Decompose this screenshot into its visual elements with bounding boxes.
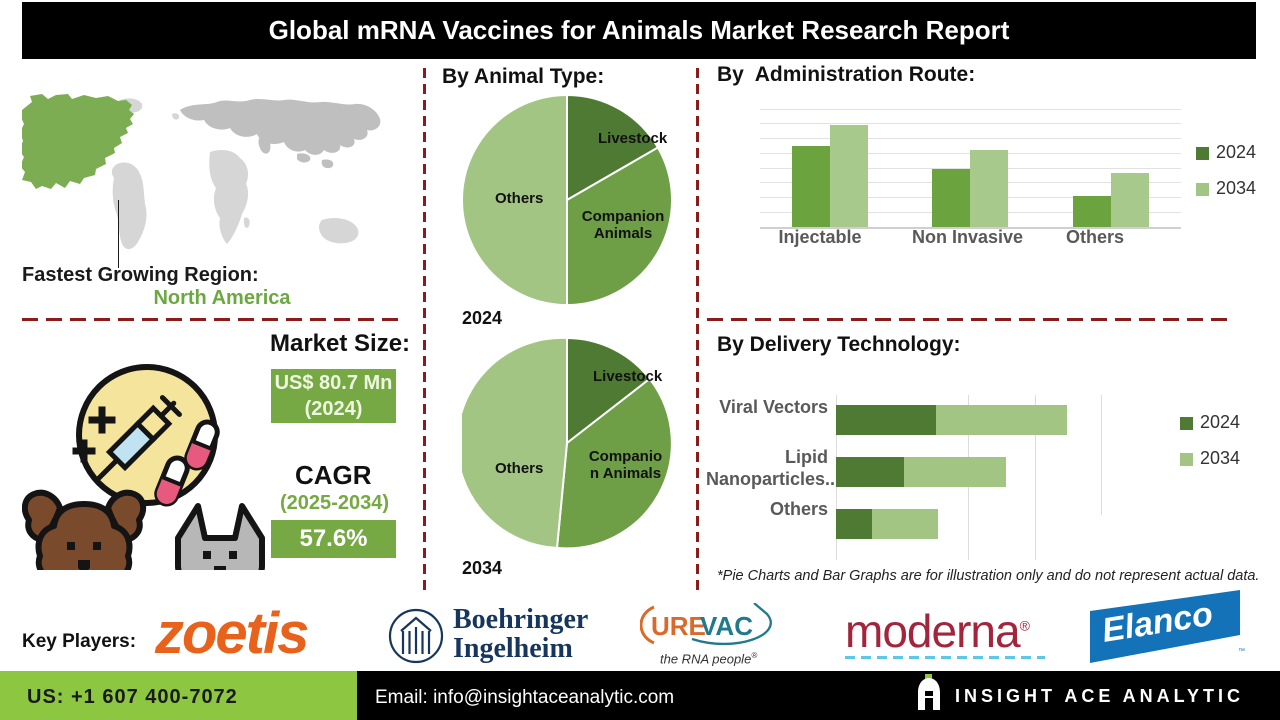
svg-text:VAC: VAC [700, 611, 753, 641]
svg-text:™: ™ [1238, 648, 1245, 655]
svg-text:URE: URE [651, 611, 706, 641]
